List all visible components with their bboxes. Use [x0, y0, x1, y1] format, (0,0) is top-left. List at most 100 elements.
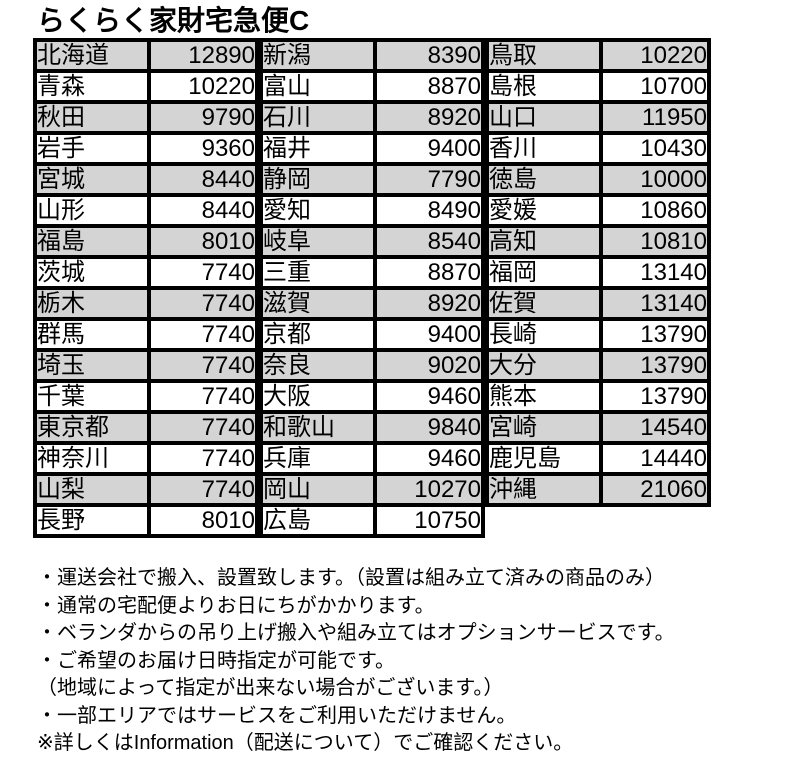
price-cell: 7740 — [147, 472, 259, 507]
price-cell: 9840 — [373, 410, 485, 445]
price-cell: 7790 — [373, 162, 485, 197]
prefecture-cell: 三重 — [259, 255, 377, 290]
prefecture-cell: 栃木 — [33, 286, 151, 321]
price-cell: 7740 — [147, 317, 259, 352]
prefecture-cell: 大分 — [485, 348, 603, 383]
price-cell: 13790 — [599, 379, 711, 414]
prefecture-cell: 岡山 — [259, 472, 377, 507]
table-row: 沖縄 21060 — [485, 472, 711, 507]
table-row: 京都 9400 — [259, 317, 485, 352]
price-cell: 7740 — [147, 255, 259, 290]
table-row: 大分 13790 — [485, 348, 711, 383]
price-cell: 9360 — [147, 131, 259, 166]
prefecture-cell: 宮崎 — [485, 410, 603, 445]
note-line: ・通常の宅配便よりお日にちがかかります。 — [37, 594, 435, 617]
price-cell: 10430 — [599, 131, 711, 166]
table-row: 茨城 7740 — [33, 255, 259, 290]
price-cell: 8440 — [147, 193, 259, 228]
table-row: 徳島 10000 — [485, 162, 711, 197]
prefecture-cell: 高知 — [485, 224, 603, 259]
prefecture-cell: 群馬 — [33, 317, 151, 352]
table-row: 熊本 13790 — [485, 379, 711, 414]
prefecture-cell: 滋賀 — [259, 286, 377, 321]
prefecture-cell: 熊本 — [485, 379, 603, 414]
prefecture-cell: 山口 — [485, 100, 603, 135]
table-row: 新潟 8390 — [259, 38, 485, 73]
price-cell: 10270 — [373, 472, 485, 507]
table-row: 佐賀 13140 — [485, 286, 711, 321]
note-line: （地域によって指定が出来ない場合がございます。） — [37, 677, 504, 699]
price-cell: 10220 — [147, 69, 259, 104]
table-row: 埼玉 7740 — [33, 348, 259, 383]
price-cell: 8440 — [147, 162, 259, 197]
price-cell: 13140 — [599, 286, 711, 321]
price-cell: 9790 — [147, 100, 259, 135]
prefecture-cell: 千葉 — [33, 379, 151, 414]
prefecture-cell: 徳島 — [485, 162, 603, 197]
price-cell: 10000 — [599, 162, 711, 197]
table-row: 北海道 12890 — [33, 38, 259, 73]
price-cell: 8490 — [373, 193, 485, 228]
price-cell: 8540 — [373, 224, 485, 259]
table-row: 愛知 8490 — [259, 193, 485, 228]
prefecture-cell: 福井 — [259, 131, 377, 166]
price-cell: 11950 — [599, 100, 711, 135]
table-row: 秋田 9790 — [33, 100, 259, 135]
table-row: 福岡 13140 — [485, 255, 711, 290]
rate-table-group-east: 北海道 12890 青森 10220 秋田 9790 岩手 9360 宮城 8440 山形 8440 福… — [33, 38, 259, 538]
table-row: 岐阜 8540 — [259, 224, 485, 259]
table-row: 東京都 7740 — [33, 410, 259, 445]
prefecture-cell: 岐阜 — [259, 224, 377, 259]
prefecture-cell: 愛媛 — [485, 193, 603, 228]
table-row: 兵庫 9460 — [259, 441, 485, 476]
prefecture-cell: 和歌山 — [259, 410, 377, 445]
price-cell: 9400 — [373, 131, 485, 166]
prefecture-cell: 東京都 — [33, 410, 151, 445]
table-row: 岡山 10270 — [259, 472, 485, 507]
table-row: 山梨 7740 — [33, 472, 259, 507]
table-row: 鳥取 10220 — [485, 38, 711, 73]
table-row: 青森 10220 — [33, 69, 259, 104]
prefecture-cell: 福島 — [33, 224, 151, 259]
prefecture-cell: 山形 — [33, 193, 151, 228]
prefecture-cell: 大阪 — [259, 379, 377, 414]
price-cell: 10700 — [599, 69, 711, 104]
table-row: 奈良 9020 — [259, 348, 485, 383]
price-cell: 8390 — [373, 38, 485, 73]
prefecture-cell: 富山 — [259, 69, 377, 104]
prefecture-cell: 鹿児島 — [485, 441, 603, 476]
table-row: 山形 8440 — [33, 193, 259, 228]
price-cell: 9460 — [373, 379, 485, 414]
table-row: 愛媛 10860 — [485, 193, 711, 228]
table-row: 大阪 9460 — [259, 379, 485, 414]
page-title: らくらく家財宅急便C — [37, 5, 310, 36]
price-cell: 8870 — [373, 69, 485, 104]
price-cell: 7740 — [147, 379, 259, 414]
note-line: ・一部エリアではサービスをご利用いただけません。 — [37, 704, 517, 727]
note-line: ※詳しくはInformation（配送について）でご確認ください。 — [37, 732, 574, 754]
table-row: 静岡 7790 — [259, 162, 485, 197]
rate-table: 北海道 12890 青森 10220 秋田 9790 岩手 9360 宮城 8440 山形 8440 福… — [33, 38, 800, 538]
table-row: 滋賀 8920 — [259, 286, 485, 321]
prefecture-cell: 広島 — [259, 503, 377, 538]
price-cell: 7740 — [147, 441, 259, 476]
price-cell: 7740 — [147, 348, 259, 383]
price-cell: 13790 — [599, 348, 711, 383]
prefecture-cell: 沖縄 — [485, 472, 603, 507]
prefecture-cell: 石川 — [259, 100, 377, 135]
price-cell: 10810 — [599, 224, 711, 259]
price-cell: 14540 — [599, 410, 711, 445]
table-row: 三重 8870 — [259, 255, 485, 290]
price-cell: 9460 — [373, 441, 485, 476]
prefecture-cell: 愛知 — [259, 193, 377, 228]
price-cell: 10220 — [599, 38, 711, 73]
note-line: ・運送会社で搬入、設置致します。（設置は組み立て済みの商品のみ） — [37, 567, 665, 589]
prefecture-cell: 京都 — [259, 317, 377, 352]
prefecture-cell: 島根 — [485, 69, 603, 104]
table-row: 香川 10430 — [485, 131, 711, 166]
table-row: 長崎 13790 — [485, 317, 711, 352]
table-row: 石川 8920 — [259, 100, 485, 135]
table-row: 群馬 7740 — [33, 317, 259, 352]
price-cell: 8010 — [147, 224, 259, 259]
